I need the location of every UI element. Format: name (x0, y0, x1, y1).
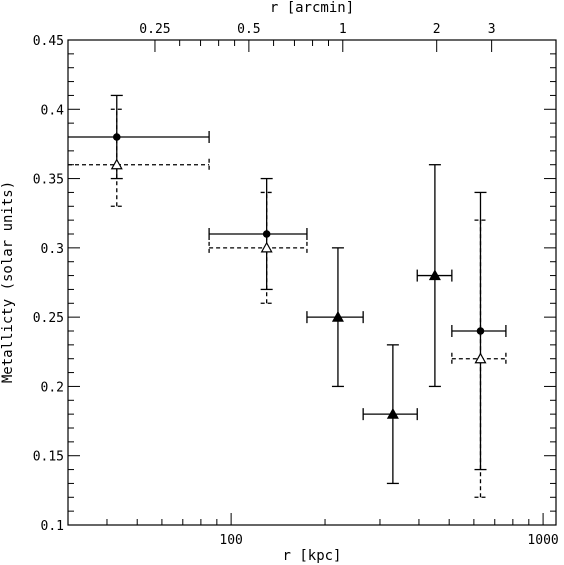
triangle-marker (110, 158, 123, 170)
data-point (416, 164, 453, 388)
circle-marker (476, 327, 485, 335)
circle-marker (112, 133, 121, 141)
data-point (208, 191, 308, 304)
x-axis-title: r [kpc] (282, 548, 341, 564)
x-tick-label: 1000 (527, 533, 558, 548)
top-tick-label: 0.5 (237, 22, 260, 37)
data-point (362, 344, 418, 485)
data-point (306, 247, 364, 388)
axis-ticks (67, 39, 556, 526)
y-tick-label: 0.4 (41, 103, 65, 118)
triangle-marker (260, 241, 273, 253)
data-point (451, 191, 507, 471)
y-tick-label: 0.1 (41, 519, 64, 534)
circle-marker (262, 230, 271, 238)
triangle-marker (386, 407, 399, 419)
data-point (68, 108, 210, 207)
plot-frame (67, 39, 557, 526)
y-tick-label: 0.25 (33, 311, 64, 326)
data-point (451, 219, 507, 498)
top-x-axis-title: r [arcmin] (270, 0, 354, 16)
top-tick-label: 1 (339, 22, 347, 37)
triangle-marker (474, 352, 487, 364)
y-tick-label: 0.45 (33, 34, 64, 49)
triangle-marker (428, 269, 441, 281)
y-tick-label: 0.15 (33, 450, 64, 465)
data-point (208, 177, 308, 291)
tick-labels: 100 1000 0.1 0.15 0.2 0.25 0.3 0.35 0.4 0.45 0.25 0… (33, 22, 559, 548)
y-tick-label: 0.3 (41, 242, 64, 257)
y-axis-title: Metallicty (solar units) (0, 181, 16, 383)
data-point (68, 94, 210, 180)
x-tick-label: 100 (219, 533, 242, 548)
top-tick-label: 2 (433, 22, 441, 37)
top-tick-label: 0.25 (139, 22, 170, 37)
y-tick-label: 0.2 (41, 380, 64, 395)
top-tick-label: 3 (488, 22, 496, 37)
data-marks (68, 94, 507, 498)
triangle-marker (331, 310, 344, 322)
y-tick-label: 0.35 (33, 173, 64, 188)
